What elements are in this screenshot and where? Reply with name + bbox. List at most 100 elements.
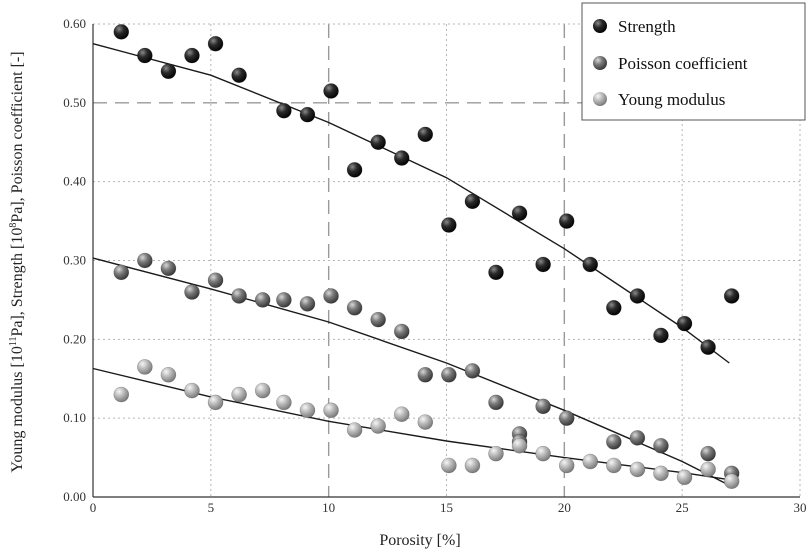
point-poisson xyxy=(113,264,130,281)
point-poisson xyxy=(254,292,271,308)
point-strength xyxy=(511,205,528,221)
point-young xyxy=(254,382,271,399)
point-young xyxy=(723,473,740,490)
point-young xyxy=(700,461,716,478)
point-strength xyxy=(346,162,363,178)
point-strength xyxy=(606,299,622,316)
point-young xyxy=(160,367,177,383)
legend-label-strength: Strength xyxy=(618,17,676,36)
point-strength xyxy=(137,47,153,64)
x-tick-label: 5 xyxy=(208,500,215,515)
point-young xyxy=(417,414,434,430)
point-poisson xyxy=(441,367,457,383)
point-poisson xyxy=(231,288,247,304)
x-tick-label: 30 xyxy=(794,500,807,515)
legend-box xyxy=(581,2,806,121)
point-strength xyxy=(700,339,716,356)
point-young xyxy=(207,394,224,411)
point-poisson xyxy=(417,367,434,383)
point-young xyxy=(488,445,504,462)
point-strength xyxy=(676,315,693,332)
tick-labels: 0 5 10 15 20 25 30 0.00 0.10 0.20 0.30 0.40 0.50 0.60 xyxy=(63,16,806,515)
point-young xyxy=(231,386,247,403)
point-strength xyxy=(723,288,740,304)
point-young xyxy=(184,382,200,399)
legend-label-poisson: Poisson coefficient xyxy=(618,54,748,73)
legend-marker-young xyxy=(593,92,607,106)
point-poisson xyxy=(629,430,646,446)
data-points xyxy=(113,24,740,490)
point-strength xyxy=(535,256,551,273)
y-tick-label: 0.60 xyxy=(63,16,86,31)
point-young xyxy=(629,461,646,478)
point-strength xyxy=(299,106,316,123)
point-young xyxy=(323,402,339,419)
x-tick-label: 20 xyxy=(558,500,571,515)
point-strength xyxy=(393,150,410,166)
point-strength xyxy=(276,102,292,119)
point-strength xyxy=(582,256,599,273)
point-strength xyxy=(370,134,386,151)
point-young xyxy=(653,465,669,482)
y-axis-title: Young modulus [1011Pa], Strength [108Pa]… xyxy=(8,51,26,472)
x-axis-title: Porosity [%] xyxy=(379,532,460,549)
point-poisson xyxy=(370,311,386,328)
point-poisson xyxy=(393,323,410,340)
x-tick-label: 15 xyxy=(440,500,453,515)
point-poisson xyxy=(137,252,153,269)
point-strength xyxy=(207,35,224,52)
grid-lines xyxy=(93,23,801,497)
point-young xyxy=(535,445,551,462)
point-strength xyxy=(417,126,434,143)
point-young xyxy=(441,457,457,474)
point-young xyxy=(370,418,386,434)
point-strength xyxy=(231,67,247,84)
legend: Strength Poisson coefficient Young modul… xyxy=(581,2,806,121)
x-tick-label: 25 xyxy=(676,500,689,515)
point-poisson xyxy=(464,363,481,379)
point-young xyxy=(582,453,599,470)
legend-marker-strength xyxy=(593,19,607,33)
fit-curve-poisson xyxy=(92,257,730,486)
point-poisson xyxy=(488,394,504,411)
point-poisson xyxy=(653,437,669,454)
y-tick-label: 0.50 xyxy=(63,95,86,110)
point-poisson xyxy=(207,272,224,289)
x-tick-label: 0 xyxy=(90,500,97,515)
point-poisson xyxy=(700,445,716,462)
point-strength xyxy=(160,63,177,80)
point-young xyxy=(276,394,292,411)
point-poisson xyxy=(606,434,622,450)
point-poisson xyxy=(323,288,339,304)
point-young xyxy=(299,402,316,419)
point-poisson xyxy=(299,296,316,312)
point-strength xyxy=(653,327,669,344)
y-tick-label: 0.40 xyxy=(63,174,86,189)
point-strength xyxy=(184,47,200,64)
point-poisson xyxy=(558,410,575,426)
point-strength xyxy=(441,217,457,233)
point-young xyxy=(606,457,622,474)
point-strength xyxy=(464,193,481,210)
point-poisson xyxy=(346,299,363,316)
point-poisson xyxy=(184,284,200,300)
point-strength xyxy=(323,83,339,99)
y-tick-label: 0.30 xyxy=(63,253,86,268)
point-poisson xyxy=(535,398,551,415)
point-young xyxy=(137,359,153,375)
x-tick-label: 10 xyxy=(322,500,335,515)
point-poisson xyxy=(276,292,292,308)
point-young xyxy=(676,469,693,486)
point-strength xyxy=(629,288,646,304)
legend-marker-poisson xyxy=(593,56,607,70)
axes xyxy=(92,24,800,498)
y-tick-label: 0.10 xyxy=(63,410,86,425)
point-young xyxy=(113,386,130,403)
point-young xyxy=(464,457,481,474)
y-tick-label: 0.00 xyxy=(63,489,86,504)
point-young xyxy=(346,422,363,438)
point-young xyxy=(393,406,410,423)
legend-label-young: Young modulus xyxy=(618,90,725,109)
point-young xyxy=(558,457,575,474)
